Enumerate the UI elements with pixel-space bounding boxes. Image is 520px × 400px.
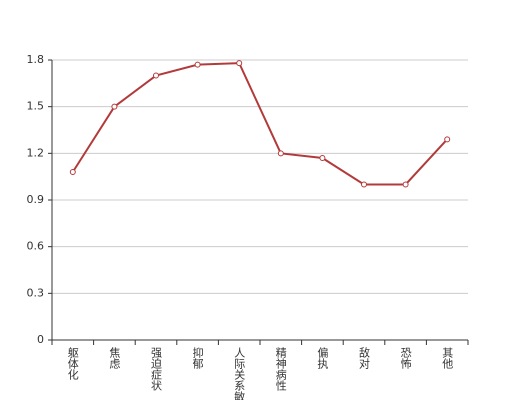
- x-tick-label: 抑郁: [191, 346, 204, 369]
- x-tick-label: 其他: [441, 347, 454, 369]
- y-tick-label: 0.6: [27, 240, 45, 253]
- x-tick-label: 焦虑: [108, 347, 121, 369]
- y-tick-label: 1.5: [27, 100, 45, 113]
- point: [111, 103, 118, 110]
- point: [361, 181, 367, 188]
- y-tick-label: 0.9: [27, 193, 45, 206]
- point: [153, 72, 159, 79]
- x-tick-label: 人际关系敏感: [233, 347, 246, 400]
- line: [71, 62, 448, 186]
- point: [236, 60, 243, 67]
- y-tick-label: 1.2: [27, 146, 45, 159]
- point: [277, 150, 284, 157]
- x-tick-label: 恐怖: [399, 347, 412, 369]
- point: [194, 61, 201, 68]
- point: [402, 181, 409, 188]
- x-tick-label: 偏执: [316, 346, 329, 370]
- x-tick-label: 强迫症状: [150, 347, 163, 391]
- y-tick-label: 1.8: [27, 53, 45, 66]
- x-tick-label: 敌对: [358, 346, 371, 369]
- point: [319, 155, 326, 161]
- x-tick-label: 精神病性: [274, 347, 287, 392]
- x-tick-label: 躯体化: [66, 347, 79, 381]
- point: [444, 136, 451, 143]
- y-tick-label: 0.3: [27, 286, 45, 299]
- point: [69, 169, 76, 175]
- y-tick-label: 0: [37, 333, 44, 346]
